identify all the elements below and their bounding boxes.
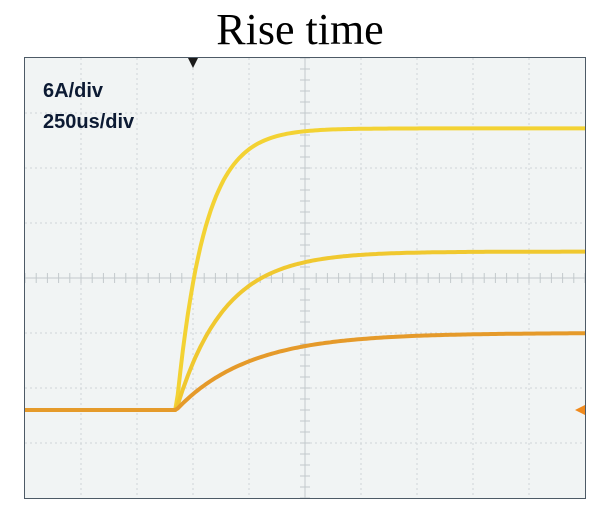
scope-container: 6A/div 250us/div <box>24 57 584 499</box>
y-scale-label: 6A/div <box>43 80 134 103</box>
x-scale-label: 250us/div <box>43 111 134 134</box>
ground-marker-icon <box>575 405 585 415</box>
oscilloscope-screen: 6A/div 250us/div <box>24 57 586 499</box>
page-title: Rise time <box>0 4 600 55</box>
scale-labels: 6A/div 250us/div <box>43 80 134 134</box>
trigger-marker-icon <box>188 58 198 68</box>
